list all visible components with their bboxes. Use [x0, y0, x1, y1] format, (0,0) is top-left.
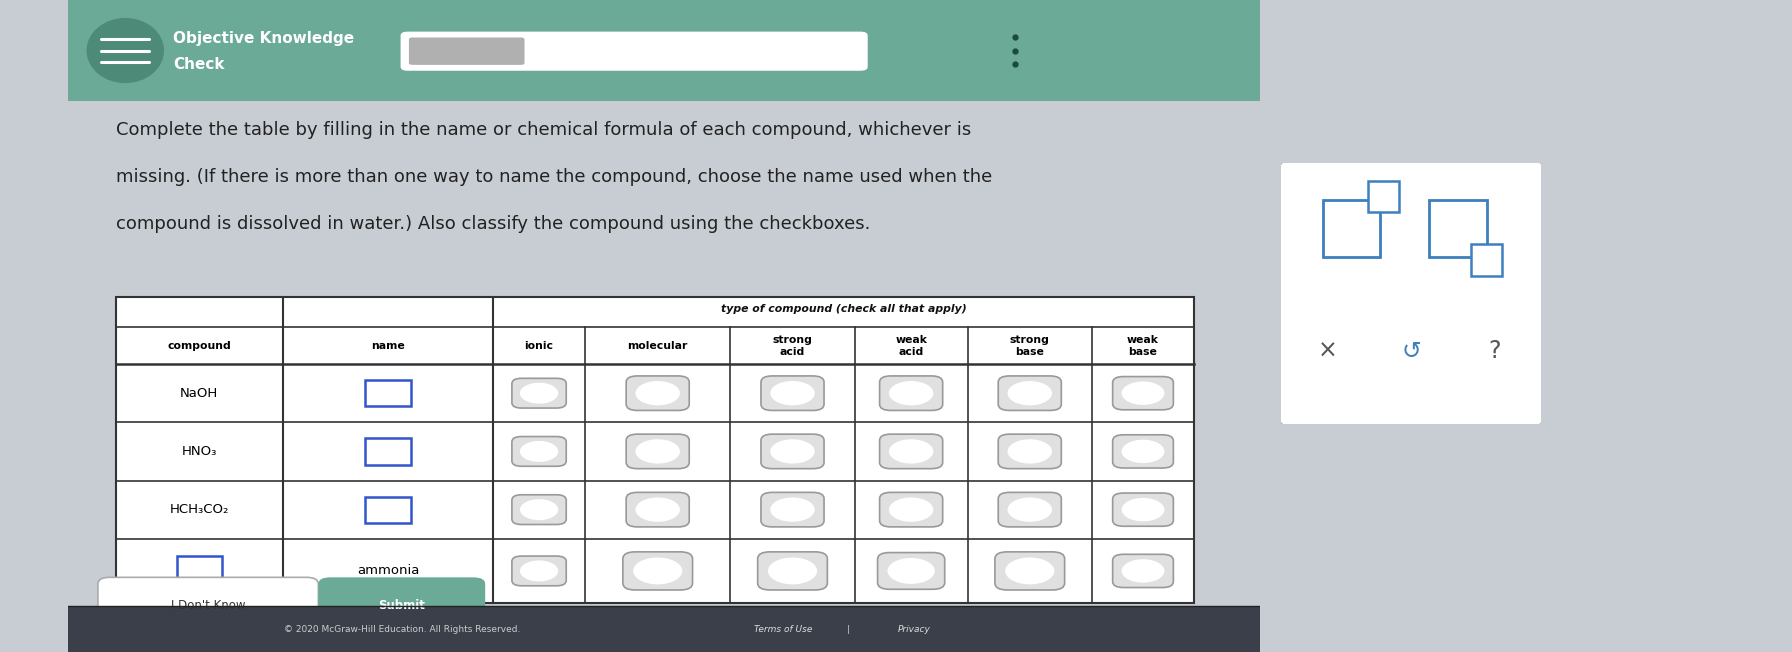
FancyBboxPatch shape: [762, 376, 824, 411]
Circle shape: [633, 557, 683, 584]
Bar: [1322, 200, 1380, 257]
Circle shape: [520, 561, 559, 582]
FancyBboxPatch shape: [758, 552, 828, 590]
FancyBboxPatch shape: [995, 552, 1064, 590]
FancyBboxPatch shape: [625, 492, 690, 527]
Bar: [1471, 244, 1502, 276]
FancyBboxPatch shape: [1113, 435, 1174, 468]
Text: missing. (If there is more than one way to name the compound, choose the name us: missing. (If there is more than one way …: [116, 168, 993, 186]
Text: Privacy: Privacy: [898, 625, 930, 634]
FancyBboxPatch shape: [513, 495, 566, 524]
FancyBboxPatch shape: [1113, 377, 1174, 410]
Text: type of compound (check all that apply): type of compound (check all that apply): [720, 304, 966, 314]
Circle shape: [1122, 381, 1165, 405]
Bar: [116, 297, 1193, 603]
Circle shape: [520, 499, 559, 520]
Text: |: |: [848, 625, 849, 634]
Bar: [1430, 200, 1487, 257]
FancyBboxPatch shape: [99, 578, 319, 632]
Bar: [1367, 181, 1400, 212]
FancyBboxPatch shape: [513, 556, 566, 585]
Bar: [68, 606, 1260, 652]
Text: strong
acid: strong acid: [772, 334, 812, 357]
Circle shape: [771, 381, 815, 406]
Ellipse shape: [86, 18, 165, 83]
Text: Check: Check: [174, 57, 224, 72]
Circle shape: [1007, 439, 1052, 464]
FancyBboxPatch shape: [625, 434, 690, 469]
Circle shape: [520, 441, 559, 462]
Circle shape: [889, 439, 934, 464]
Text: strong
base: strong base: [1011, 334, 1050, 357]
Circle shape: [1122, 439, 1165, 463]
FancyBboxPatch shape: [880, 376, 943, 411]
FancyBboxPatch shape: [762, 492, 824, 527]
Circle shape: [889, 497, 934, 522]
FancyBboxPatch shape: [319, 578, 486, 632]
Text: I Don't Know: I Don't Know: [170, 599, 246, 612]
Circle shape: [771, 497, 815, 522]
FancyBboxPatch shape: [998, 376, 1061, 411]
Bar: [68, 0, 1260, 101]
FancyBboxPatch shape: [1113, 493, 1174, 526]
Text: © 2020 McGraw-Hill Education. All Rights Reserved.: © 2020 McGraw-Hill Education. All Rights…: [283, 625, 520, 634]
Text: Complete the table by filling in the name or chemical formula of each compound, : Complete the table by filling in the nam…: [116, 121, 971, 139]
Text: ?: ?: [1487, 339, 1500, 363]
Text: Objective Knowledge: Objective Knowledge: [174, 31, 355, 46]
Text: molecular: molecular: [627, 341, 688, 351]
Text: compound: compound: [167, 341, 231, 351]
Circle shape: [889, 381, 934, 406]
Bar: [366, 438, 410, 464]
Text: weak
base: weak base: [1127, 334, 1159, 357]
FancyBboxPatch shape: [762, 434, 824, 469]
Bar: [177, 556, 222, 585]
FancyBboxPatch shape: [624, 552, 692, 590]
Text: ammonia: ammonia: [357, 565, 419, 578]
Circle shape: [887, 558, 935, 584]
FancyBboxPatch shape: [1113, 554, 1174, 587]
Text: HNO₃: HNO₃: [181, 445, 217, 458]
Text: ↺: ↺: [1401, 339, 1421, 363]
Text: compound is dissolved in water.) Also classify the compound using the checkboxes: compound is dissolved in water.) Also cl…: [116, 215, 871, 233]
FancyBboxPatch shape: [401, 31, 867, 71]
Circle shape: [1122, 498, 1165, 522]
Circle shape: [1007, 497, 1052, 522]
FancyBboxPatch shape: [409, 37, 525, 65]
Circle shape: [636, 381, 679, 406]
Bar: [366, 380, 410, 406]
Bar: [366, 497, 410, 523]
Text: ×: ×: [1319, 339, 1339, 363]
Text: Terms of Use: Terms of Use: [754, 625, 812, 634]
Text: NaOH: NaOH: [181, 387, 219, 400]
Circle shape: [769, 557, 817, 584]
FancyBboxPatch shape: [880, 492, 943, 527]
Text: name: name: [371, 341, 405, 351]
FancyBboxPatch shape: [878, 552, 944, 589]
Text: HCH₃CO₂: HCH₃CO₂: [170, 503, 229, 516]
Text: ionic: ionic: [525, 341, 554, 351]
FancyBboxPatch shape: [1279, 160, 1543, 426]
Text: Submit: Submit: [378, 599, 425, 612]
Circle shape: [1005, 557, 1054, 584]
FancyBboxPatch shape: [513, 437, 566, 466]
Circle shape: [636, 439, 679, 464]
FancyBboxPatch shape: [880, 434, 943, 469]
FancyBboxPatch shape: [513, 378, 566, 408]
Circle shape: [1007, 381, 1052, 406]
Circle shape: [520, 383, 559, 404]
FancyBboxPatch shape: [625, 376, 690, 411]
Text: weak
acid: weak acid: [896, 334, 926, 357]
Circle shape: [771, 439, 815, 464]
FancyBboxPatch shape: [998, 434, 1061, 469]
Circle shape: [1122, 559, 1165, 583]
FancyBboxPatch shape: [998, 492, 1061, 527]
Circle shape: [636, 497, 679, 522]
